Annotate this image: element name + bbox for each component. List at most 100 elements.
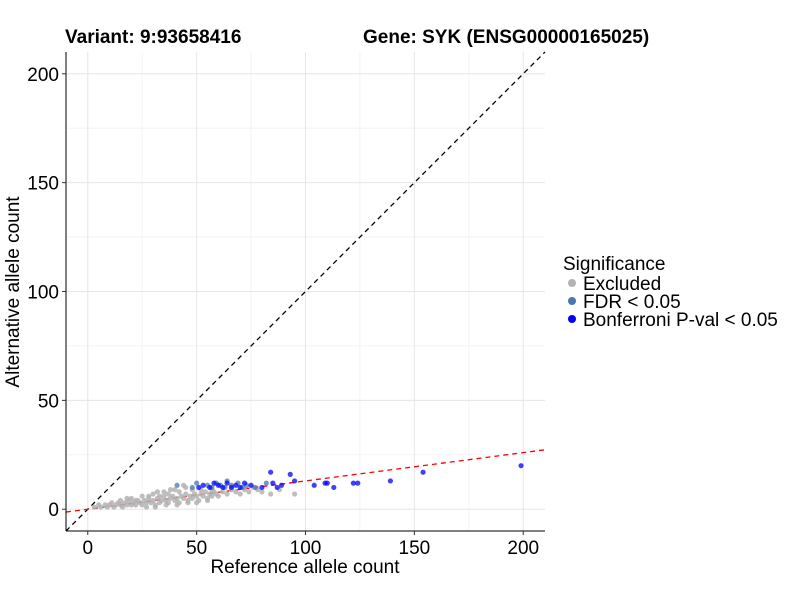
data-point [143,504,150,510]
data-point [268,491,274,497]
data-point [172,487,178,493]
data-point [194,500,200,506]
y-tick-label: 150 [27,174,59,195]
data-point [248,482,254,488]
data-point [207,484,213,491]
data-point [133,502,139,508]
data-point [150,497,156,504]
data-point [174,495,180,501]
data-point [233,489,239,495]
legend-label: FDR < 0.05 [583,292,681,313]
grid [66,52,545,531]
data-point [139,493,145,499]
data-point [211,480,217,486]
data-point [194,480,200,486]
data-points [91,463,524,510]
data-point [420,469,426,475]
data-point [146,493,152,499]
data-point [161,493,167,499]
data-point [215,493,222,499]
data-point [180,482,187,488]
data-point [387,478,394,484]
data-point [133,497,139,504]
data-point [224,491,230,497]
data-point [237,491,243,497]
data-point [143,500,150,506]
data-point [161,489,167,495]
data-point [241,480,248,486]
data-point [202,489,208,495]
data-point [200,482,206,488]
data-point [152,504,158,510]
data-point [128,495,134,501]
data-point [117,497,124,504]
data-point [170,493,176,499]
data-point [268,469,274,475]
data-point [246,489,252,495]
data-point [204,497,211,504]
data-point [124,495,130,501]
data-point [185,500,191,506]
data-point [194,493,200,499]
data-point [233,482,239,488]
series-2 [196,463,524,491]
data-point [150,491,156,497]
data-point [350,480,356,486]
data-point [292,491,298,497]
data-point [120,504,126,510]
data-point [278,482,285,488]
series-0 [91,482,298,510]
chart-title-gene: Gene: SYK (ENSG00000165025) [363,27,649,48]
data-point [91,504,97,510]
data-point [252,484,259,491]
y-axis-label: Alternative allele count [3,196,24,388]
data-point [287,471,293,477]
data-point [157,493,163,499]
legend-marker [568,297,576,305]
data-point [270,480,276,486]
data-point [263,480,269,486]
x-tick-label: 50 [186,538,207,559]
x-axis-label: Reference allele count [210,557,400,578]
data-point [331,484,337,491]
data-point [324,480,330,486]
data-point [183,491,189,497]
data-point [355,480,361,486]
data-point [180,495,187,501]
x-tick-label: 100 [290,538,322,559]
legend-marker [568,315,576,323]
data-point [174,502,180,508]
data-point [189,495,195,501]
data-point [209,493,215,499]
data-point [174,482,180,488]
data-point [167,487,174,493]
reference-line-identity [65,51,546,532]
data-point [154,489,161,495]
x-tick-label: 150 [399,538,431,559]
data-point [224,480,230,486]
legend-label: Excluded [583,274,661,295]
data-point [196,484,202,491]
y-tick-label: 200 [27,65,59,86]
data-point [200,493,206,499]
legend-marker [568,279,576,287]
x-tick-label: 200 [507,538,539,559]
y-tick-label: 0 [48,500,59,521]
data-point [220,489,226,495]
y-tick-label: 100 [27,283,59,304]
data-point [165,491,171,497]
data-point [109,500,115,506]
data-point [292,478,298,484]
data-point [98,504,104,510]
data-point [259,489,265,495]
chart-title-variant: Variant: 9:93658416 [65,27,241,48]
data-point [163,502,169,508]
data-point [237,484,243,491]
x-tick-label: 0 [82,538,93,559]
data-point [139,502,145,508]
data-point [274,484,280,491]
data-point [259,484,265,491]
data-point [228,484,235,491]
